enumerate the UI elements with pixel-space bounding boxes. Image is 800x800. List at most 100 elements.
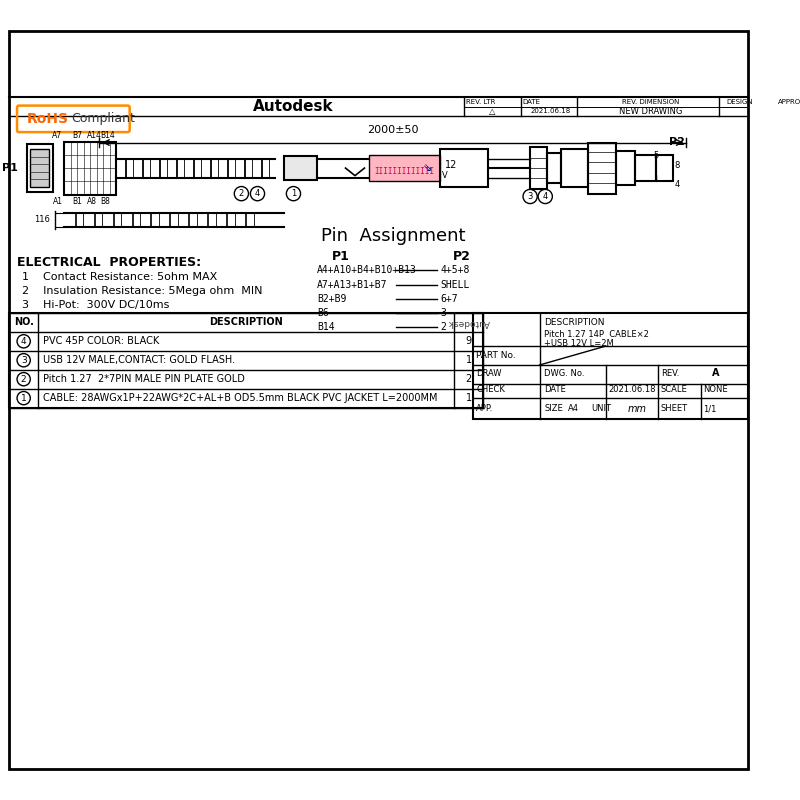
Text: 3: 3 bbox=[527, 192, 533, 201]
Bar bbox=[10, 313, 482, 407]
Text: 3: 3 bbox=[440, 308, 446, 318]
Text: B8: B8 bbox=[100, 197, 110, 206]
Bar bbox=[530, 147, 547, 189]
Text: Autodesk: Autodesk bbox=[447, 318, 490, 327]
Bar bbox=[616, 151, 635, 185]
Text: PART No.: PART No. bbox=[476, 351, 516, 360]
Text: USB 12V MALE,CONTACT: GOLD FLASH.: USB 12V MALE,CONTACT: GOLD FLASH. bbox=[42, 355, 234, 366]
Text: 2    Insulation Resistance: 5Mega ohm  MIN: 2 Insulation Resistance: 5Mega ohm MIN bbox=[22, 286, 262, 296]
Text: RoHS: RoHS bbox=[26, 112, 69, 126]
Text: DATE: DATE bbox=[544, 385, 566, 394]
Text: 1: 1 bbox=[466, 355, 472, 366]
Text: 1: 1 bbox=[654, 175, 658, 184]
Text: DRAW: DRAW bbox=[476, 369, 502, 378]
Text: REV. LTR: REV. LTR bbox=[466, 99, 495, 105]
Text: NEW DRAWING: NEW DRAWING bbox=[618, 106, 682, 116]
Text: 1: 1 bbox=[466, 393, 472, 403]
Text: 9: 9 bbox=[466, 336, 472, 346]
Text: 4: 4 bbox=[542, 192, 548, 201]
Text: 2000±50: 2000±50 bbox=[367, 125, 418, 135]
Text: 4: 4 bbox=[21, 337, 26, 346]
Text: 2021.06.18: 2021.06.18 bbox=[609, 385, 656, 394]
Text: Autodesk: Autodesk bbox=[253, 99, 334, 114]
Text: A4: A4 bbox=[568, 404, 579, 413]
Text: 1: 1 bbox=[21, 394, 26, 402]
Text: V: V bbox=[442, 171, 448, 180]
Text: 4: 4 bbox=[674, 180, 679, 189]
Text: NONE: NONE bbox=[703, 385, 728, 394]
Text: SCALE: SCALE bbox=[661, 385, 687, 394]
Text: 6+7: 6+7 bbox=[440, 294, 458, 304]
Bar bbox=[284, 156, 317, 180]
Text: A14: A14 bbox=[87, 131, 102, 140]
Text: 2: 2 bbox=[466, 374, 472, 384]
Text: DATE: DATE bbox=[522, 99, 541, 105]
Text: 2021.06.18: 2021.06.18 bbox=[531, 108, 571, 114]
Bar bbox=[656, 155, 673, 182]
Text: B14: B14 bbox=[317, 322, 334, 332]
Text: 4+5+8: 4+5+8 bbox=[440, 266, 470, 275]
Text: REV. DIMENSION: REV. DIMENSION bbox=[622, 99, 679, 105]
Text: P2: P2 bbox=[669, 137, 685, 146]
Text: 1    Contact Resistance: 5ohm MAX: 1 Contact Resistance: 5ohm MAX bbox=[22, 272, 217, 282]
Text: SHELL: SHELL bbox=[440, 279, 470, 290]
Text: 2: 2 bbox=[440, 322, 446, 332]
Bar bbox=[635, 155, 656, 182]
Text: Pitch 1.27  2*7PIN MALE PIN PLATE GOLD: Pitch 1.27 2*7PIN MALE PIN PLATE GOLD bbox=[42, 374, 245, 384]
Text: DESCRIPTION: DESCRIPTION bbox=[210, 318, 283, 327]
Text: 3: 3 bbox=[21, 356, 26, 365]
Text: DESIGN: DESIGN bbox=[726, 99, 753, 105]
Text: CABLE: 28AWGx1P+22AWG*2C+AL+B OD5.5mm BLACK PVC JACKET L=2000MM: CABLE: 28AWGx1P+22AWG*2C+AL+B OD5.5mm BL… bbox=[42, 393, 437, 403]
Text: IIIIIIIIIIIII: IIIIIIIIIIIII bbox=[374, 167, 434, 176]
Text: 4: 4 bbox=[255, 189, 260, 198]
Text: 3    Hi-Pot:  300V DC/10ms: 3 Hi-Pot: 300V DC/10ms bbox=[22, 300, 169, 310]
Text: DWG. No.: DWG. No. bbox=[544, 369, 585, 378]
Text: P2: P2 bbox=[453, 250, 471, 262]
Text: A7: A7 bbox=[52, 131, 62, 140]
Text: 1/1: 1/1 bbox=[703, 404, 717, 413]
Bar bbox=[369, 155, 440, 182]
Bar bbox=[64, 142, 117, 194]
Text: 2: 2 bbox=[21, 374, 26, 384]
Text: 1: 1 bbox=[291, 189, 296, 198]
Bar bbox=[547, 153, 562, 183]
Text: A4+A10+B4+B10+B13: A4+A10+B4+B10+B13 bbox=[317, 266, 417, 275]
Text: B1: B1 bbox=[72, 197, 82, 206]
Text: PVC 45P COLOR: BLACK: PVC 45P COLOR: BLACK bbox=[42, 336, 159, 346]
Bar bbox=[440, 149, 487, 187]
Text: △: △ bbox=[489, 106, 495, 116]
Text: CHECK: CHECK bbox=[476, 385, 505, 394]
Text: ELECTRICAL  PROPERTIES:: ELECTRICAL PROPERTIES: bbox=[17, 256, 201, 270]
Text: B14: B14 bbox=[100, 131, 115, 140]
Text: A1: A1 bbox=[53, 197, 62, 206]
Text: 12: 12 bbox=[446, 160, 458, 170]
Text: +USB 12V L=2M: +USB 12V L=2M bbox=[544, 338, 614, 348]
Text: Compliant: Compliant bbox=[71, 112, 135, 126]
Text: APPROV: APPROV bbox=[778, 99, 800, 105]
Text: 2: 2 bbox=[238, 189, 244, 198]
Text: DESCRIPTION: DESCRIPTION bbox=[544, 318, 605, 327]
Text: A: A bbox=[712, 369, 719, 378]
Text: B7: B7 bbox=[72, 131, 82, 140]
Bar bbox=[26, 145, 53, 192]
Text: APP.: APP. bbox=[476, 404, 494, 413]
Text: NO.: NO. bbox=[14, 318, 34, 327]
Text: 8: 8 bbox=[674, 161, 679, 170]
Text: Pitch 1.27 14P  CABLE×2: Pitch 1.27 14P CABLE×2 bbox=[544, 330, 649, 339]
Text: UNIT: UNIT bbox=[592, 404, 612, 413]
Bar bbox=[474, 313, 748, 419]
Text: B6: B6 bbox=[317, 308, 329, 318]
Text: P1: P1 bbox=[2, 163, 18, 173]
Text: SIZE: SIZE bbox=[544, 404, 563, 413]
Text: Pin  Assignment: Pin Assignment bbox=[321, 227, 465, 246]
Text: mm: mm bbox=[628, 403, 646, 414]
Text: P1: P1 bbox=[332, 250, 350, 262]
Text: B2+B9: B2+B9 bbox=[317, 294, 346, 304]
Bar bbox=[588, 142, 616, 194]
Text: 5: 5 bbox=[654, 151, 658, 160]
Text: ⇘: ⇘ bbox=[423, 163, 433, 173]
Bar bbox=[562, 149, 588, 187]
Text: SHEET: SHEET bbox=[661, 404, 688, 413]
Text: A7+A13+B1+B7: A7+A13+B1+B7 bbox=[317, 279, 388, 290]
Text: 116: 116 bbox=[34, 215, 50, 224]
